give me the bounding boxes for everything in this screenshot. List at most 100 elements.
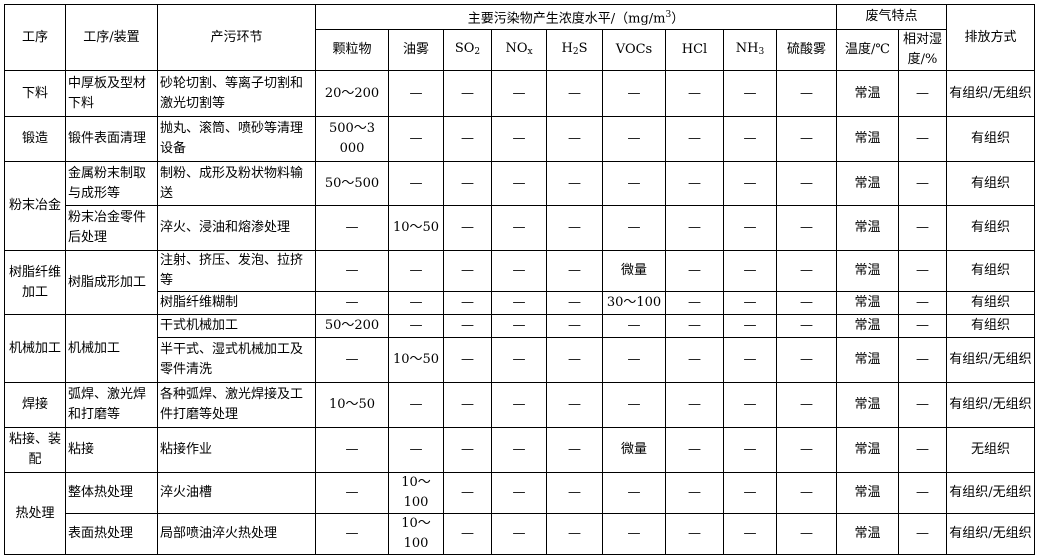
value-cell: 常温 [836, 337, 899, 384]
value-cell: 无组织 [946, 427, 1035, 474]
value-cell: — [665, 205, 724, 252]
process-cell: 粘接、装配 [4, 427, 66, 474]
value-cell: 有组织 [946, 250, 1035, 293]
process-cell: 粉末冶金 [4, 161, 66, 252]
device-cell: 表面热处理 [65, 513, 158, 555]
value-cell: — [776, 291, 837, 316]
value-cell: — [443, 291, 492, 316]
value-cell: — [665, 291, 724, 316]
stage-cell: 淬火、浸油和熔渗处理 [157, 205, 316, 252]
value-cell: — [776, 250, 837, 293]
table-row: 焊接 弧焊、激光焊和打磨等 各种弧焊、激光焊接及工件打磨等处理 10～50— — — — — —… [4, 382, 1035, 429]
value-cell: 10～100 [388, 472, 444, 515]
stage-cell: 局部喷油淬火热处理 [157, 513, 316, 555]
value-cell: — [491, 314, 547, 339]
value-cell: — [546, 427, 603, 474]
value-cell: — [443, 427, 492, 474]
value-cell: — [665, 314, 724, 339]
header-pollutant: 硫酸雾 [776, 29, 837, 72]
value-cell: — [491, 161, 547, 207]
header-emission: 排放方式 [946, 3, 1035, 72]
value-cell: 10～50 [388, 337, 444, 384]
value-cell: — [665, 250, 724, 293]
value-cell: 有组织/无组织 [946, 337, 1035, 384]
value-cell: — [776, 427, 837, 474]
value-cell: — [546, 70, 603, 118]
value-cell: 常温 [836, 382, 899, 429]
value-cell: — [665, 337, 724, 384]
value-cell: — [443, 513, 492, 555]
value-cell: — [443, 116, 492, 163]
value-cell: — [315, 472, 389, 515]
value-cell: — [723, 382, 777, 429]
value-cell: — [491, 337, 547, 384]
value-cell: 有组织/无组织 [946, 513, 1035, 555]
value-cell: — [546, 382, 603, 429]
header-gas-group: 废气特点 [836, 3, 947, 31]
table-row: 树脂纤维加工 树脂成形加工 注射、挤压、发泡、拉挤等 — — — — — 微量 — — — 常温 — 有组织 [4, 250, 1035, 316]
table-row: 热处理 整体热处理 淬火油槽 —10～100— — — — — — — 常温 — 有组织/无组织 [4, 472, 1035, 555]
process-cell: 下料 [4, 70, 66, 118]
value-cell: — [723, 337, 777, 384]
table-row: 树脂纤维糊制 — — — — —30～100— — — 常温 — 有组织 [5, 291, 1035, 316]
value-cell: — [546, 513, 603, 555]
value-cell: — [491, 427, 547, 474]
table-row: 半干式、湿式机械加工及零件清洗 —10～50— — — — — — — 常温 — 有组织/无组织 [5, 337, 1035, 384]
value-cell: — [602, 205, 666, 252]
device-cell: 整体热处理 [65, 472, 158, 515]
value-cell: — [388, 70, 444, 118]
value-cell: — [491, 70, 547, 118]
value-cell: 常温 [836, 116, 899, 163]
process-cell: 树脂纤维加工 [4, 250, 66, 316]
header-pollutant: HCl [665, 29, 724, 72]
value-cell: — [602, 337, 666, 384]
value-cell: — [315, 250, 389, 293]
stage-cell: 各种弧焊、激光焊接及工件打磨等处理 [157, 382, 316, 429]
value-cell: — [898, 382, 947, 429]
value-cell: — [776, 382, 837, 429]
header-pollutant: VOCs [602, 29, 666, 72]
stage-cell: 粘接作业 [157, 427, 316, 474]
value-cell: 常温 [836, 314, 899, 339]
value-cell: — [388, 250, 444, 293]
value-cell: — [388, 116, 444, 163]
device-cell: 锻件表面清理 [65, 116, 158, 163]
header-humidity: 相对湿度/% [898, 29, 947, 72]
value-cell: — [443, 250, 492, 293]
header-pollutant: 颗粒物 [315, 29, 389, 72]
value-cell: — [723, 513, 777, 555]
value-cell: — [776, 337, 837, 384]
header-pollutant-group: 主要污染物产生浓度水平/（mg/m3） [315, 3, 837, 31]
stage-cell: 抛丸、滚筒、喷砂等清理设备 [157, 116, 316, 163]
device-cell: 机械加工 [65, 314, 158, 384]
value-cell: — [723, 314, 777, 339]
value-cell: — [388, 291, 444, 316]
value-cell: — [602, 70, 666, 118]
value-cell: — [898, 250, 947, 293]
device-cell: 中厚板及型材下料 [65, 70, 158, 118]
value-cell: — [388, 314, 444, 339]
value-cell: — [443, 337, 492, 384]
value-cell: — [665, 472, 724, 515]
value-cell: — [723, 291, 777, 316]
process-cell: 机械加工 [4, 314, 66, 384]
value-cell: — [723, 161, 777, 207]
value-cell: 微量 [602, 427, 666, 474]
value-cell: — [443, 472, 492, 515]
value-cell: — [443, 314, 492, 339]
value-cell: — [315, 337, 389, 384]
value-cell: 常温 [836, 427, 899, 474]
value-cell: — [776, 472, 837, 515]
value-cell: — [665, 427, 724, 474]
value-cell: — [315, 513, 389, 555]
process-cell: 热处理 [4, 472, 66, 555]
value-cell: 10～50 [388, 205, 444, 252]
value-cell: — [665, 513, 724, 555]
value-cell: 50～500 [315, 161, 389, 207]
table-row: 锻造 锻件表面清理 抛丸、滚筒、喷砂等清理设备 500～3 000— — — — — — — — 常温… [4, 116, 1035, 163]
value-cell: — [665, 116, 724, 163]
value-cell: — [776, 116, 837, 163]
header-device: 工序/装置 [65, 3, 158, 72]
value-cell: 有组织/无组织 [946, 472, 1035, 515]
table-row: 机械加工 机械加工 干式机械加工 50～200— — — — — — — — 常温 — 有组织 [4, 314, 1035, 384]
